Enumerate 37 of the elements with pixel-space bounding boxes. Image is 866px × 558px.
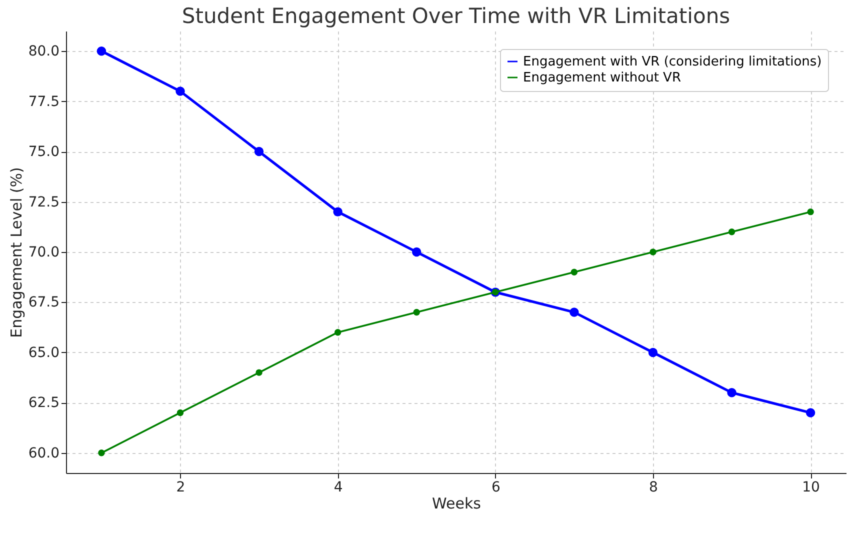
point [648,348,658,358]
x-tick-label: 2 [176,480,186,496]
point [333,207,342,216]
point [176,86,185,96]
point [570,308,579,317]
y-tick-label: 67.5 [28,294,60,311]
point [256,369,262,376]
legend-label: Engagement without VR [523,70,681,86]
point [334,329,342,336]
y-tick-label: 80.0 [28,44,60,60]
y-tick-label: 62.5 [28,395,60,412]
y-axis-title: Engagement Level (%) [7,167,26,338]
x-axis-title: Weeks [432,494,482,512]
point [570,268,578,276]
y-tick-label: 65.0 [28,344,60,361]
y-tick-label: 60.0 [28,445,60,462]
x-tick-label: 4 [334,480,343,496]
y-tick-label: 70.0 [28,244,60,260]
point [650,248,656,256]
point [176,409,184,416]
y-tick-label: 72.5 [28,194,60,210]
x-tick-label: 8 [649,480,658,496]
point [806,408,816,418]
x-tick-label: 10 [802,480,820,496]
legend-label: Engagement with VR (considering limitations) [523,54,822,70]
point [254,146,264,156]
point [413,308,420,316]
point [807,208,814,216]
point [728,228,736,236]
chart-title: Student Engagement Over Time with VR Limitations [182,4,730,28]
y-tick-label: 75.0 [28,144,60,160]
point [412,247,422,257]
point [96,46,106,56]
point [98,450,105,456]
x-tick-label: 6 [491,480,500,496]
point [727,388,736,398]
y-tick-label: 77.5 [28,94,60,110]
